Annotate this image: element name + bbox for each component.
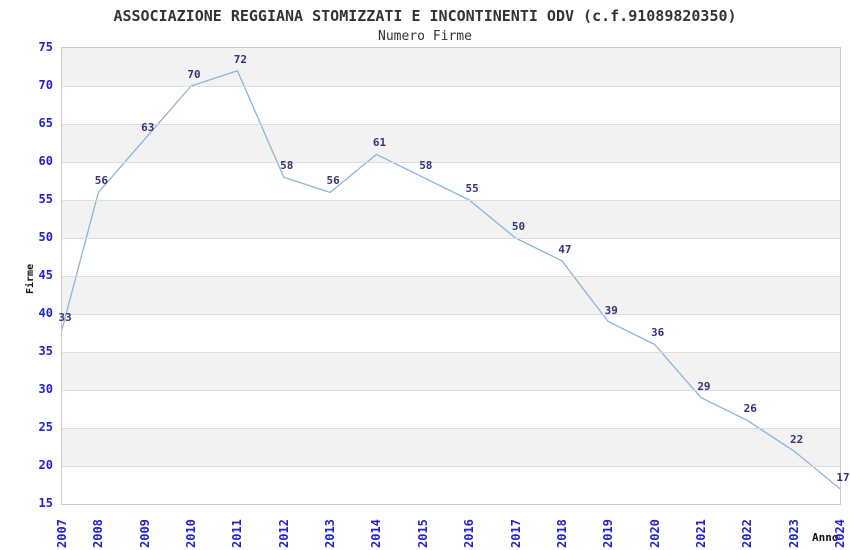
data-point-label: 58 xyxy=(280,159,294,173)
y-tick-label: 25 xyxy=(38,420,53,434)
data-point-label: 17 xyxy=(836,470,850,484)
y-gridline xyxy=(62,162,840,163)
x-tick-label: 2022 xyxy=(740,519,755,548)
x-tick-label: 2015 xyxy=(415,519,430,548)
y-tick-label: 55 xyxy=(38,192,53,206)
data-point-label: 39 xyxy=(604,303,618,317)
data-point-label: 22 xyxy=(790,432,804,446)
x-tick-label: 2023 xyxy=(786,519,801,548)
data-point-label: 72 xyxy=(233,52,248,66)
data-point-label: 61 xyxy=(372,136,387,150)
x-tick-label: 2024 xyxy=(833,519,847,548)
data-point-label: 58 xyxy=(419,159,433,173)
data-point-label: 50 xyxy=(511,220,526,233)
y-gridline xyxy=(62,124,840,125)
y-gridline xyxy=(62,352,840,353)
y-gridline xyxy=(62,466,840,467)
y-tick-label: 20 xyxy=(38,458,53,472)
y-tick-label: 60 xyxy=(38,154,53,168)
y-tick-label: 15 xyxy=(38,496,53,510)
data-point-label: 29 xyxy=(697,379,711,393)
y-tick-label: 35 xyxy=(38,344,53,358)
y-tick-label: 45 xyxy=(38,268,53,282)
x-tick-label: 2010 xyxy=(184,519,199,548)
x-tick-label: 2009 xyxy=(137,519,152,548)
chart-subtitle: Numero Firme xyxy=(378,29,472,44)
y-gridline xyxy=(62,390,840,391)
y-gridline xyxy=(62,86,840,87)
x-tick-label: 2012 xyxy=(276,519,291,548)
y-tick-label: 75 xyxy=(38,40,53,54)
data-point-label: 36 xyxy=(650,326,665,340)
x-tick-label: 2013 xyxy=(323,519,338,548)
data-point-label: 55 xyxy=(465,182,479,195)
plot-area xyxy=(61,47,841,505)
y-gridline xyxy=(62,314,840,315)
x-tick-label: 2021 xyxy=(693,519,708,548)
data-point-label: 47 xyxy=(558,242,572,256)
x-tick-label: 2016 xyxy=(462,519,477,548)
x-tick-label: 2017 xyxy=(508,519,523,548)
x-tick-label: 2020 xyxy=(647,519,662,548)
x-tick-label: 2011 xyxy=(230,519,245,548)
y-tick-label: 50 xyxy=(38,230,53,244)
y-gridline xyxy=(62,428,840,429)
y-gridline xyxy=(62,238,840,239)
y-gridline xyxy=(62,276,840,277)
x-tick-label: 2019 xyxy=(601,519,616,548)
data-point-label: 33 xyxy=(58,311,72,325)
x-tick-label: 2014 xyxy=(369,519,384,548)
data-point-label: 56 xyxy=(326,174,340,188)
data-point-label: 63 xyxy=(141,121,155,135)
x-axis-title: Anno xyxy=(812,531,839,544)
data-point-label: 26 xyxy=(743,402,757,416)
y-gridline xyxy=(62,200,840,201)
y-tick-label: 30 xyxy=(38,382,53,396)
x-tick-label: 2007 xyxy=(55,519,69,548)
x-tick-label: 2008 xyxy=(91,519,106,548)
y-tick-label: 40 xyxy=(38,306,53,320)
chart-title: ASSOCIAZIONE REGGIANA STOMIZZATI E INCON… xyxy=(113,7,737,25)
data-point-label: 56 xyxy=(94,174,108,188)
y-tick-label: 70 xyxy=(38,78,53,92)
data-line xyxy=(62,70,840,490)
x-tick-label: 2018 xyxy=(554,519,569,548)
line-series-svg xyxy=(62,70,840,490)
data-point-label: 70 xyxy=(187,68,201,81)
y-tick-label: 65 xyxy=(38,116,53,130)
